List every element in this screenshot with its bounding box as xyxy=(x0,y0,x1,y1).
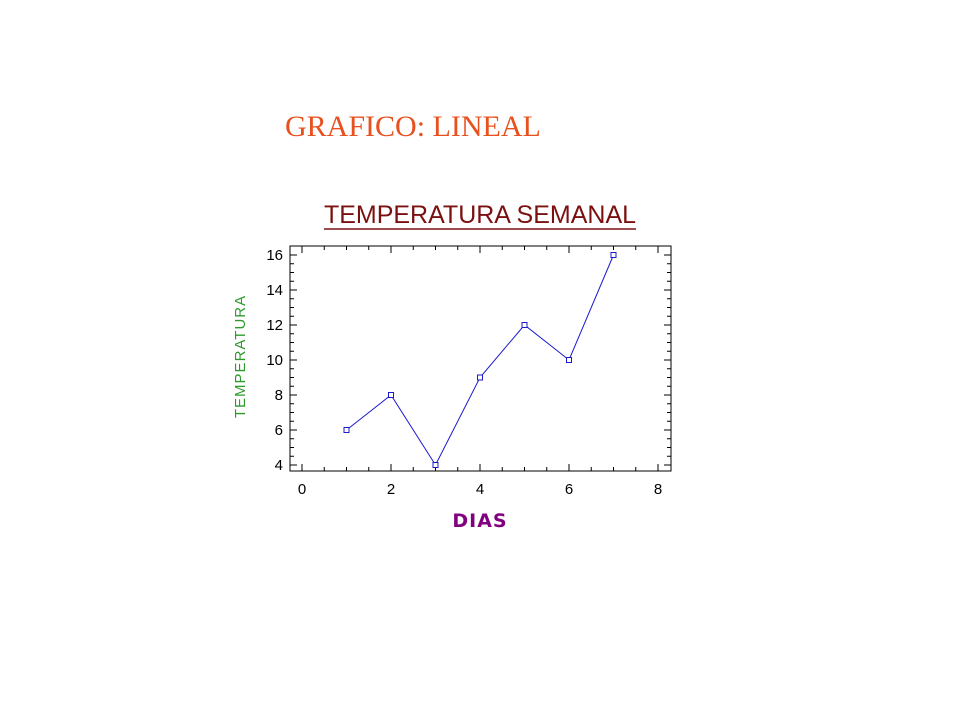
y-tick-label: 12 xyxy=(266,317,283,334)
series-line xyxy=(346,254,614,467)
y-axis-label: TEMPERATURA xyxy=(232,295,249,418)
series-layer xyxy=(343,252,617,468)
y-tick-label: 6 xyxy=(275,422,283,439)
x-tick-label: 4 xyxy=(476,481,484,498)
data-point xyxy=(388,392,394,398)
x-tick-label: 6 xyxy=(565,481,573,498)
y-tick-label: 14 xyxy=(266,282,283,299)
y-tick-label: 10 xyxy=(266,352,283,369)
chart-title: TEMPERATURA SEMANAL xyxy=(324,201,636,229)
data-point xyxy=(432,462,439,468)
data-point xyxy=(566,357,572,363)
x-tick-label: 0 xyxy=(298,481,306,498)
y-tick-label: 16 xyxy=(266,247,283,264)
y-tick-label: 8 xyxy=(275,387,283,404)
data-point xyxy=(610,252,617,258)
x-tick-label: 2 xyxy=(387,481,395,498)
slide-title: GRAFICO: LINEAL xyxy=(285,110,541,143)
x-axis-label: DIAS xyxy=(452,510,507,532)
axis-tick-labels: 4 6 8 10 12 14 16 0 2 4 6 8 xyxy=(266,247,662,498)
data-point xyxy=(477,374,483,381)
plot-frame xyxy=(289,245,672,472)
x-tick-label: 8 xyxy=(654,481,662,498)
axis-ticks xyxy=(290,246,671,471)
data-point xyxy=(521,322,528,328)
chart-title-group: TEMPERATURA SEMANAL xyxy=(323,201,636,230)
data-point xyxy=(343,427,350,433)
y-tick-label: 4 xyxy=(275,457,283,474)
